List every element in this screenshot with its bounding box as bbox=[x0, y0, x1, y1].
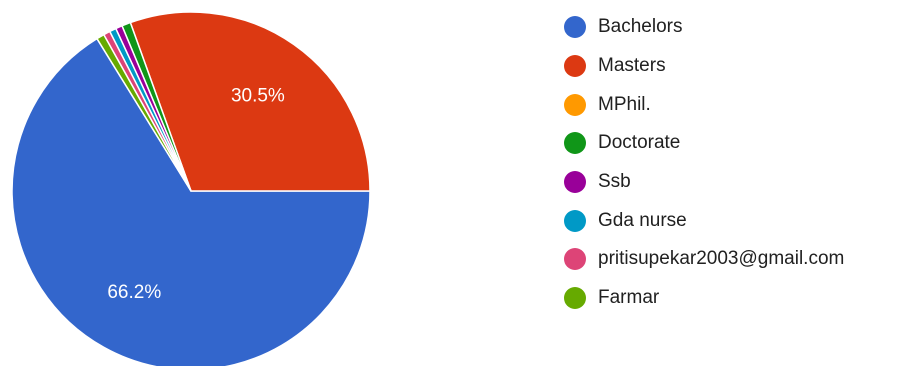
legend-swatch bbox=[564, 248, 586, 271]
data-label-masters: 30.5% bbox=[231, 85, 285, 106]
slice-farmar bbox=[95, 33, 192, 192]
legend-item-bachelors[interactable]: Bachelors bbox=[564, 8, 844, 47]
legend-label: Doctorate bbox=[598, 132, 681, 154]
legend-swatch bbox=[564, 209, 586, 232]
legend-label: pritisupekar2003@gmail.com bbox=[598, 248, 845, 270]
legend-label: MPhil. bbox=[598, 93, 651, 115]
legend-swatch bbox=[564, 93, 586, 116]
legend-swatch bbox=[564, 132, 586, 155]
legend-label: Ssb bbox=[598, 171, 631, 193]
legend-swatch bbox=[564, 287, 586, 310]
legend-label: Farmar bbox=[598, 287, 660, 309]
legend-item-farmar[interactable]: Farmar bbox=[564, 279, 844, 318]
legend-label: Gda nurse bbox=[598, 209, 687, 231]
legend-label: Masters bbox=[598, 55, 666, 77]
legend: Bachelors Masters MPhil. Doctorate Ssb Gda nu… bbox=[564, 8, 844, 318]
legend-item-mphil[interactable]: MPhil. bbox=[564, 85, 844, 124]
legend-item-ssb[interactable]: Ssb bbox=[564, 163, 844, 202]
legend-swatch bbox=[564, 55, 586, 78]
legend-item-doctorate[interactable]: Doctorate bbox=[564, 124, 844, 163]
legend-label: Bachelors bbox=[598, 16, 683, 38]
slice-bachelors bbox=[11, 37, 371, 366]
pie-chart: 66.2% 30.5% bbox=[11, 11, 371, 366]
slice-masters bbox=[129, 11, 371, 192]
legend-item-masters[interactable]: Masters bbox=[564, 47, 844, 86]
pie-data-labels: 66.2% 30.5% bbox=[107, 85, 285, 303]
legend-item-gda-nurse[interactable]: Gda nurse bbox=[564, 201, 844, 240]
legend-swatch bbox=[564, 171, 586, 194]
pie-slices bbox=[11, 11, 371, 366]
legend-item-pritisupekar2003-gmail-com[interactable]: pritisupekar2003@gmail.com bbox=[564, 240, 844, 279]
data-label-bachelors: 66.2% bbox=[107, 282, 161, 303]
legend-swatch bbox=[564, 16, 586, 39]
